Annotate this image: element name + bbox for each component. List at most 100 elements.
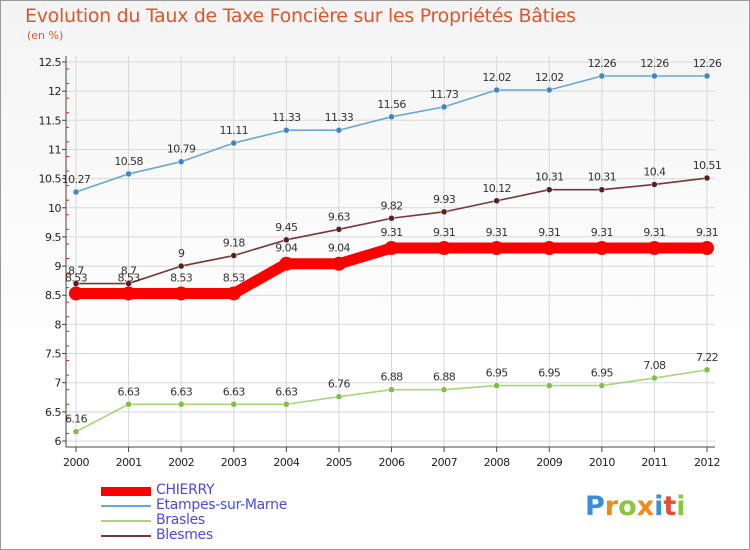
y-tick-label: 8 bbox=[55, 318, 62, 331]
proxiti-logo: Proxiti bbox=[585, 491, 686, 522]
y-tick-label: 7.5 bbox=[45, 348, 61, 361]
data-point bbox=[546, 186, 553, 193]
logo-letter: r bbox=[604, 491, 619, 522]
data-label: 6.76 bbox=[328, 378, 351, 391]
data-point bbox=[440, 208, 448, 216]
data-label: 8.7 bbox=[68, 265, 84, 278]
data-label: 10.79 bbox=[167, 143, 196, 156]
data-label: 9.82 bbox=[380, 199, 402, 212]
data-label: 9.31 bbox=[380, 226, 402, 239]
data-point bbox=[598, 382, 606, 389]
data-point bbox=[230, 401, 237, 408]
legend-swatch bbox=[101, 505, 151, 507]
logo-letter: i bbox=[654, 491, 664, 522]
data-label: 9.31 bbox=[486, 226, 508, 239]
data-point bbox=[335, 126, 343, 134]
data-point bbox=[651, 374, 658, 382]
legend-swatch bbox=[101, 520, 151, 522]
y-tick-label: 9 bbox=[55, 260, 62, 273]
data-point bbox=[230, 139, 237, 147]
data-label: 9.31 bbox=[433, 226, 455, 239]
data-label: 9.63 bbox=[328, 210, 351, 223]
data-point bbox=[125, 170, 132, 178]
data-point bbox=[598, 72, 606, 80]
x-tick-label: 2004 bbox=[273, 456, 299, 469]
data-point bbox=[226, 286, 241, 301]
data-labels: 10.27 10.58 10.79 11.11 11.33 11.33 11.56 11.73… bbox=[62, 57, 723, 426]
data-point bbox=[647, 241, 662, 256]
data-point bbox=[283, 126, 290, 134]
x-tick-label: 2008 bbox=[484, 456, 510, 469]
data-label: 6.63 bbox=[275, 385, 298, 398]
legend-item: Etampes-sur-Marne bbox=[101, 497, 401, 514]
data-label: 10.12 bbox=[482, 182, 511, 195]
legend-item: Blesmes bbox=[101, 527, 401, 544]
data-label: 6.63 bbox=[223, 385, 246, 398]
data-point bbox=[440, 103, 448, 111]
data-label: 11.73 bbox=[430, 88, 459, 101]
data-label: 9.45 bbox=[275, 221, 298, 234]
data-label: 8.53 bbox=[223, 271, 246, 284]
data-point bbox=[703, 174, 711, 182]
legend-item: Brasles bbox=[101, 512, 401, 529]
data-label: 10.31 bbox=[535, 171, 564, 184]
data-point bbox=[121, 286, 136, 301]
data-label: 6.88 bbox=[380, 371, 403, 384]
data-point bbox=[489, 241, 504, 256]
data-point bbox=[283, 236, 290, 244]
x-tick-label: 2007 bbox=[431, 456, 457, 469]
data-point bbox=[331, 256, 346, 271]
data-point bbox=[703, 366, 711, 374]
data-label: 6.63 bbox=[170, 385, 193, 398]
data-label: 12.02 bbox=[482, 71, 511, 84]
data-label: 9.93 bbox=[433, 193, 456, 206]
data-label: 9.31 bbox=[538, 226, 560, 239]
data-point bbox=[546, 86, 553, 94]
legend-label: Etampes-sur-Marne bbox=[156, 497, 288, 513]
y-tick-label: 11.5 bbox=[39, 114, 62, 127]
legend-label: Brasles bbox=[156, 512, 205, 528]
legend-label: CHIERRY bbox=[156, 482, 215, 498]
data-label: 11.33 bbox=[272, 111, 301, 124]
data-point bbox=[493, 197, 500, 205]
data-point bbox=[72, 188, 80, 196]
data-label: 10.58 bbox=[114, 155, 143, 168]
legend-item: CHIERRY bbox=[101, 482, 401, 499]
x-tick-label: 2001 bbox=[116, 456, 142, 469]
x-tick-label: 2000 bbox=[63, 456, 89, 469]
data-point bbox=[388, 386, 395, 393]
x-tick-label: 2010 bbox=[589, 456, 615, 469]
data-point bbox=[384, 241, 399, 256]
data-label: 6.63 bbox=[118, 385, 141, 398]
y-tick-label: 7 bbox=[55, 377, 62, 390]
data-point bbox=[493, 382, 500, 389]
data-label: 7.22 bbox=[696, 351, 718, 364]
logo-letter: x bbox=[636, 491, 655, 522]
y-tick-label: 11 bbox=[48, 143, 61, 156]
x-tick-label: 2011 bbox=[641, 456, 667, 469]
data-label: 12.26 bbox=[640, 57, 669, 70]
data-label: 11.33 bbox=[325, 111, 354, 124]
y-tick-label: 6 bbox=[55, 435, 62, 448]
data-point bbox=[125, 401, 132, 408]
data-point bbox=[177, 401, 185, 408]
data-label: 8.53 bbox=[118, 271, 141, 284]
data-label: 6.95 bbox=[591, 367, 614, 380]
data-point bbox=[177, 158, 185, 165]
data-point bbox=[388, 215, 395, 222]
data-point bbox=[283, 401, 290, 408]
axes: 6 6.5 7 7.5 8 8.5 9 9.5 10 10.5 11 11.5 12 12.5 2000 20… bbox=[39, 56, 721, 469]
data-label: 9.04 bbox=[275, 242, 298, 255]
data-point bbox=[703, 72, 711, 80]
logo-letter: o bbox=[618, 491, 637, 522]
data-point bbox=[230, 252, 237, 259]
data-point bbox=[594, 241, 609, 256]
logo-letter: t bbox=[663, 491, 677, 522]
data-label: 11.56 bbox=[377, 98, 406, 111]
grid bbox=[66, 56, 715, 447]
y-tick-label: 10 bbox=[48, 202, 61, 215]
data-label: 8.53 bbox=[65, 271, 88, 284]
x-tick-label: 2006 bbox=[379, 456, 405, 469]
